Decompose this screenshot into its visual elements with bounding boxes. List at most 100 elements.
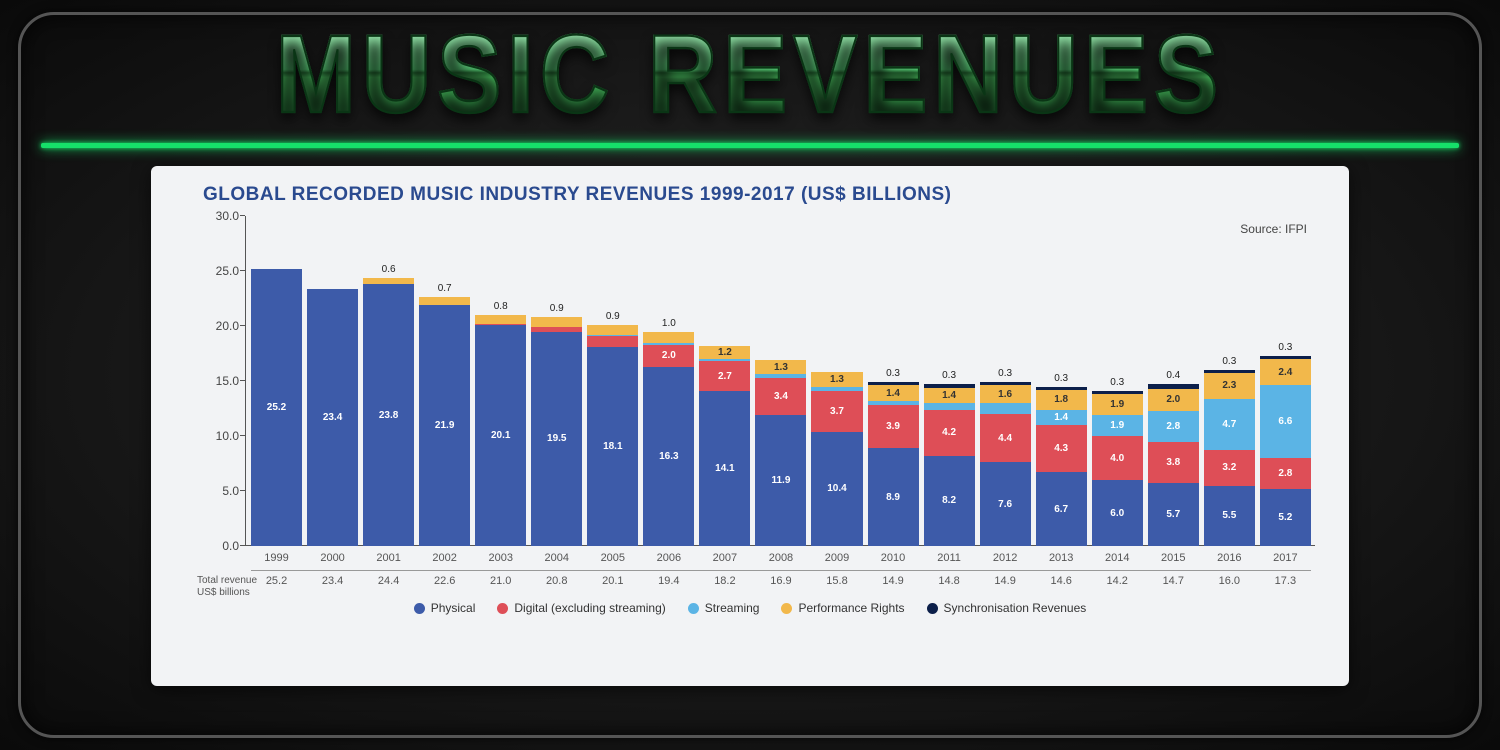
x-tick-label: 2001	[363, 552, 414, 564]
legend: PhysicalDigital (excluding streaming)Str…	[175, 601, 1325, 615]
bar-segment-digital: 4.0	[1092, 436, 1143, 480]
total-value: 15.8	[811, 575, 862, 587]
segment-value-label: 11.9	[771, 475, 790, 486]
bar-top-label: 0.3	[1204, 356, 1255, 367]
y-tick-label: 20.0	[203, 319, 239, 333]
bar-segment-physical: 5.7	[1148, 483, 1199, 546]
legend-swatch	[688, 603, 699, 614]
totals-row-label: Total revenueUS$ billions	[197, 575, 267, 599]
legend-label: Performance Rights	[798, 601, 904, 615]
total-value: 14.8	[924, 575, 975, 587]
segment-value-label: 1.9	[1110, 399, 1124, 410]
bar-segment-streaming: 6.6	[1260, 385, 1311, 458]
y-tick-label: 5.0	[203, 484, 239, 498]
bar-segment-physical: 5.2	[1260, 489, 1311, 546]
bar-segment-perf: 2.4	[1260, 359, 1311, 385]
legend-item-streaming: Streaming	[688, 601, 760, 615]
bar-column: 0.3 1.9 1.9 4.0 6.0	[1092, 216, 1143, 546]
segment-value-label: 6.7	[1054, 504, 1068, 515]
bar-segment-streaming: 1.9	[1092, 415, 1143, 436]
bar-segment-physical: 8.2	[924, 456, 975, 546]
segment-value-label: 8.2	[942, 495, 956, 506]
segment-value-label: 18.1	[603, 441, 622, 452]
bar-column: 1.33.411.9	[755, 216, 806, 546]
legend-item-sync: Synchronisation Revenues	[927, 601, 1087, 615]
legend-label: Synchronisation Revenues	[944, 601, 1087, 615]
y-tick-mark	[240, 325, 245, 326]
legend-item-physical: Physical	[414, 601, 476, 615]
banner-title: MUSIC REVENUES	[41, 20, 1459, 130]
bar-segment-perf: 0.9	[531, 317, 582, 327]
x-tick-label: 2012	[980, 552, 1031, 564]
bar-segment-digital: 3.7	[811, 391, 862, 432]
x-tick-label: 2016	[1204, 552, 1255, 564]
legend-item-perf: Performance Rights	[781, 601, 904, 615]
plot-area: 25.223.40.623.80.721.90.820.10.919.50.91…	[245, 216, 1315, 546]
bar-segment-digital	[587, 336, 638, 347]
bar-segment-physical: 11.9	[755, 415, 806, 546]
bar-segment-digital: 2.7	[699, 361, 750, 391]
bar-top-label: 0.9	[587, 311, 638, 322]
x-tick-label: 2009	[811, 552, 862, 564]
legend-swatch	[497, 603, 508, 614]
bar-segment-physical: 19.5	[531, 332, 582, 547]
total-value: 21.0	[475, 575, 526, 587]
bar-segment-physical: 6.0	[1092, 480, 1143, 546]
segment-value-label: 3.9	[886, 421, 900, 432]
bar-segment-perf: 1.4	[924, 388, 975, 403]
bar-segment-physical: 14.1	[699, 391, 750, 546]
x-tick-label: 1999	[251, 552, 302, 564]
bar-segment-digital: 3.2	[1204, 450, 1255, 485]
bar-column: 1.02.016.3	[643, 216, 694, 546]
bar-column: 0.42.02.83.85.7	[1148, 216, 1199, 546]
bar-segment-perf: 0.6	[363, 278, 414, 285]
x-tick-label: 2011	[924, 552, 975, 564]
segment-value-label: 4.2	[942, 427, 956, 438]
bar-segment-digital: 3.8	[1148, 442, 1199, 484]
segment-value-label: 1.4	[886, 388, 900, 399]
y-tick-mark	[240, 490, 245, 491]
bar-segment-perf: 0.7	[419, 297, 470, 305]
y-tick-mark	[240, 270, 245, 271]
bar-segment-physical: 16.3	[643, 367, 694, 546]
y-tick-label: 25.0	[203, 264, 239, 278]
segment-value-label: 1.9	[1110, 420, 1124, 431]
bar-top-label: 0.3	[868, 368, 919, 379]
segment-value-label: 21.9	[435, 420, 454, 431]
y-tick-label: 30.0	[203, 209, 239, 223]
bar-segment-perf: 2.3	[1204, 373, 1255, 398]
segment-value-label: 3.4	[774, 391, 788, 402]
segment-value-label: 10.4	[827, 483, 846, 494]
segment-value-label: 5.7	[1166, 509, 1180, 520]
segment-value-label: 4.0	[1110, 453, 1124, 464]
segment-value-label: 2.3	[1222, 380, 1236, 391]
bar-column: 1.33.710.4	[811, 216, 862, 546]
bar-segment-perf: 0.8	[475, 315, 526, 324]
y-tick-mark	[240, 435, 245, 436]
total-value: 23.4	[307, 575, 358, 587]
total-value: 20.1	[587, 575, 638, 587]
bar-top-label: 0.8	[475, 301, 526, 312]
x-tick-label: 2013	[1036, 552, 1087, 564]
bar-segment-perf: 1.8	[1036, 390, 1087, 410]
total-value: 14.7	[1148, 575, 1199, 587]
total-value: 14.9	[868, 575, 919, 587]
total-value: 24.4	[363, 575, 414, 587]
bar-top-label: 0.3	[1092, 377, 1143, 388]
bar-segment-perf: 1.6	[980, 385, 1031, 403]
bar-top-label: 0.3	[980, 368, 1031, 379]
bar-column: 0.7 21.9	[419, 216, 470, 546]
bar-column: 0.31.81.44.36.7	[1036, 216, 1087, 546]
segment-value-label: 2.0	[1166, 394, 1180, 405]
bar-segment-digital: 4.2	[924, 410, 975, 456]
x-tick-label: 2002	[419, 552, 470, 564]
bar-column: 23.4	[307, 216, 358, 546]
bar-top-label: 1.0	[643, 318, 694, 329]
bar-segment-physical: 20.1	[475, 325, 526, 546]
segment-value-label: 4.3	[1054, 443, 1068, 454]
x-tick-label: 2000	[307, 552, 358, 564]
segment-value-label: 3.8	[1166, 457, 1180, 468]
segment-value-label: 20.1	[491, 430, 510, 441]
bar-segment-physical: 6.7	[1036, 472, 1087, 546]
segment-value-label: 2.8	[1278, 468, 1292, 479]
